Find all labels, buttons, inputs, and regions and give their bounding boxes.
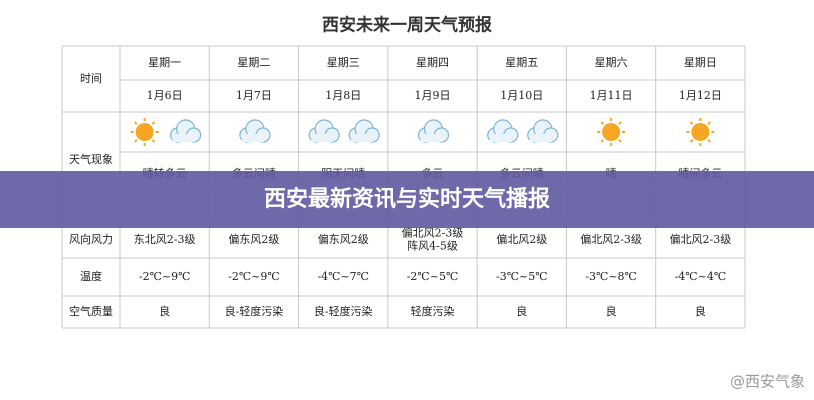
row-label: 空气质量 (69, 304, 113, 318)
air: 良 (606, 304, 617, 318)
sun-icon (135, 123, 154, 141)
banner (0, 171, 814, 228)
wind: 偏北风2-3级 (402, 226, 464, 240)
wind: 偏北风2级 (496, 232, 547, 246)
wind: 偏北风2-3级 (669, 232, 731, 246)
temp: -4℃~4℃ (675, 270, 727, 283)
cloud-icon (487, 119, 519, 143)
sun-ray (689, 121, 694, 125)
date: 1月12日 (679, 89, 722, 102)
sun-ray (689, 139, 694, 143)
temp: -2℃~5℃ (407, 270, 459, 283)
sun-ray (600, 121, 605, 125)
sun-ray (707, 121, 711, 125)
sun-ray (618, 121, 622, 125)
wind: 东北风2-3级 (134, 233, 196, 246)
sun-ray (151, 139, 156, 143)
cloud-icon (348, 119, 380, 143)
row-label: 风向风力 (69, 232, 113, 246)
temp: -3℃~8℃ (585, 270, 637, 283)
air: 轻度污染 (411, 304, 455, 318)
date: 1月8日 (325, 89, 361, 102)
date: 1月10日 (500, 89, 543, 102)
cloud-icon (417, 119, 450, 143)
date: 1月11日 (590, 89, 633, 102)
row-label: 温度 (80, 269, 102, 283)
cloud-base (311, 134, 334, 142)
cloud-icon (239, 119, 271, 143)
banner-text: 西安最新资讯与实时天气播报 (264, 186, 550, 212)
sun-ray (134, 121, 138, 125)
wind: 偏东风2级 (228, 232, 279, 246)
row-label: 天气现象 (69, 152, 113, 166)
date: 1月9日 (415, 89, 451, 102)
cloud-base (172, 134, 195, 142)
wind: 偏北风2-3级 (580, 232, 642, 246)
air: 良-轻度污染 (225, 304, 284, 318)
weekday: 星期六 (595, 56, 628, 69)
cloud-base (529, 134, 552, 142)
weekday: 星期四 (416, 56, 449, 69)
wind: 偏东风2级 (318, 232, 369, 246)
sun-icon (691, 123, 710, 141)
weekday: 星期三 (327, 56, 360, 69)
weekday: 星期一 (148, 56, 181, 69)
weekday: 星期五 (505, 56, 538, 69)
air: 良 (516, 304, 527, 318)
cloud-icon (170, 119, 202, 143)
temp: -2℃~9℃ (228, 270, 280, 283)
cloud-base (351, 134, 374, 142)
sun-ray (600, 139, 605, 143)
temp: -3℃~5℃ (496, 270, 548, 283)
sun-ray (134, 139, 138, 143)
wind: 阵风4-5级 (407, 239, 458, 253)
weekday: 星期二 (237, 56, 270, 69)
air: 良 (695, 304, 706, 318)
weekday: 星期日 (684, 56, 717, 69)
temp: -2℃~9℃ (139, 270, 191, 283)
date: 1月7日 (236, 89, 272, 102)
title: 西安未来一周天气预报 (322, 15, 492, 36)
sun-icon (602, 123, 621, 141)
sun-ray (151, 121, 156, 125)
cloud-base (420, 134, 443, 142)
row-label: 时间 (80, 72, 102, 85)
cloud-icon (527, 119, 559, 143)
date: 1月6日 (147, 89, 183, 102)
temp: -4℃~7℃ (317, 270, 369, 283)
sun-ray (618, 139, 622, 143)
cloud-base (241, 134, 264, 142)
air: 良-轻度污染 (314, 304, 373, 318)
cloud-base (489, 134, 512, 142)
sun-ray (707, 139, 711, 143)
cloud-icon (308, 119, 340, 143)
watermark: @西安气象 (730, 373, 805, 391)
air: 良 (159, 304, 170, 318)
